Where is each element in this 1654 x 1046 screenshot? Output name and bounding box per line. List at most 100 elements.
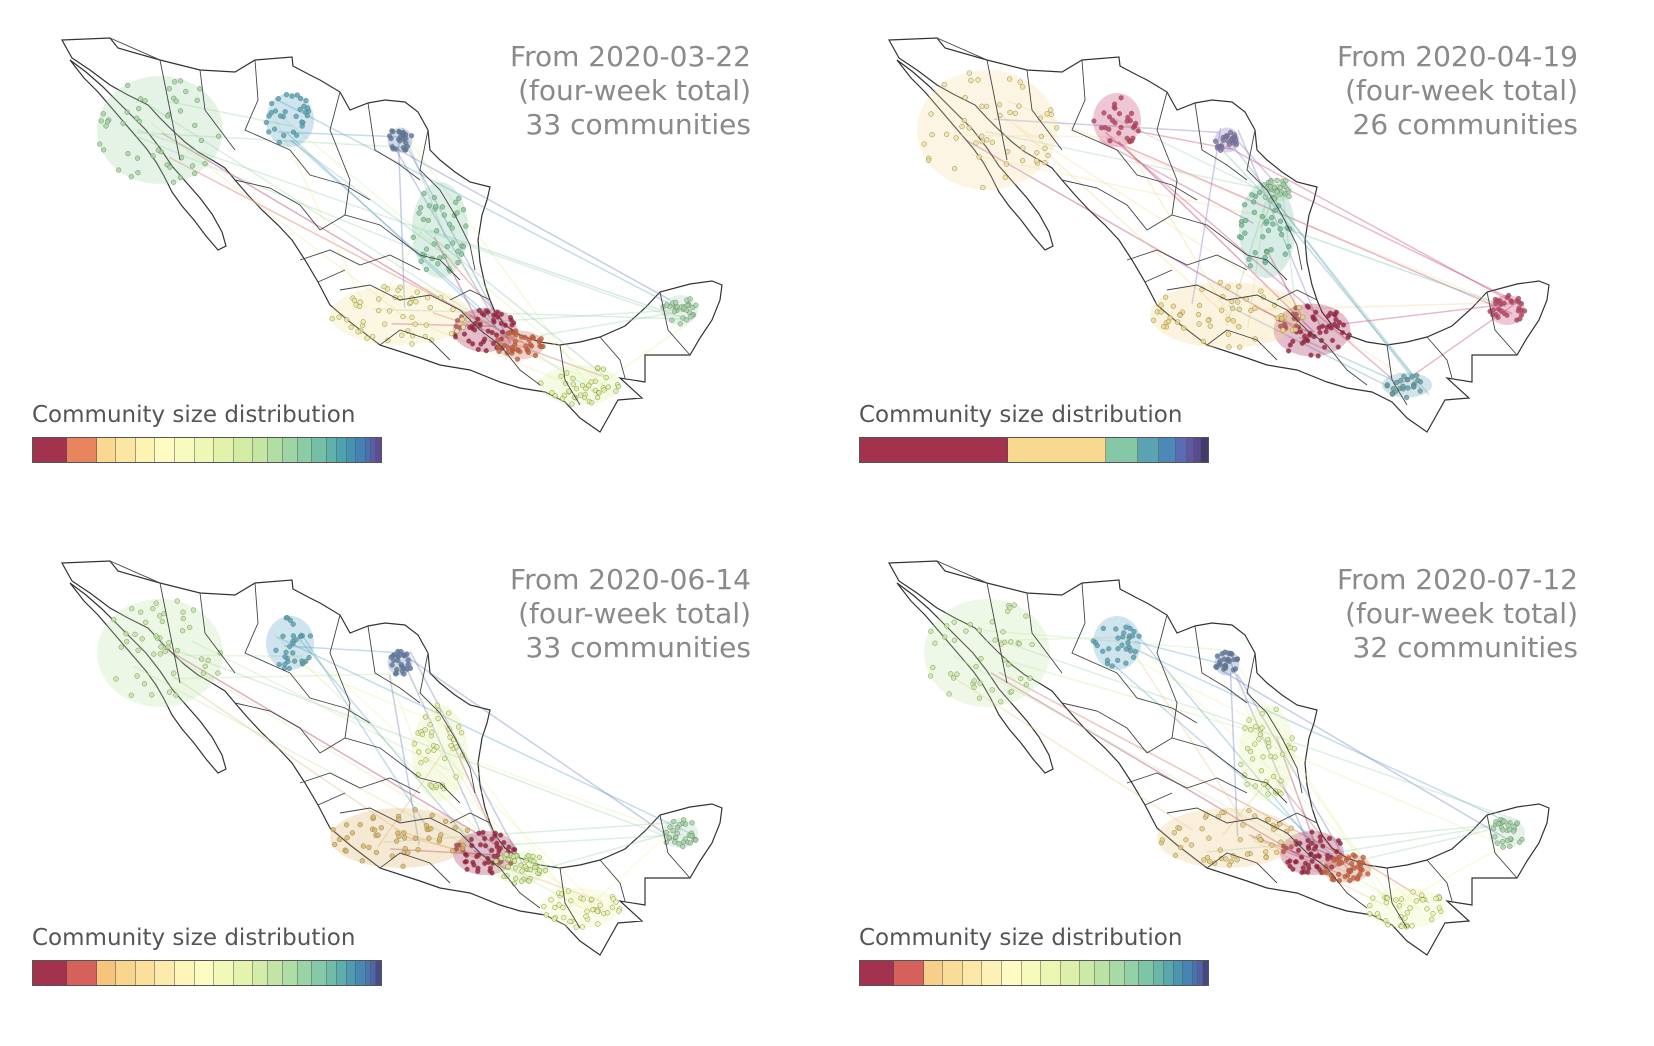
municipality-node	[1125, 640, 1131, 646]
municipality-node	[458, 251, 464, 257]
municipality-node	[490, 340, 497, 347]
municipality-node	[277, 113, 284, 119]
municipality-node	[525, 853, 532, 859]
municipality-node	[396, 129, 402, 135]
municipality-node	[1334, 848, 1340, 855]
municipality-node	[1252, 741, 1258, 747]
state-border	[1156, 91, 1178, 216]
mobility-edge	[443, 724, 502, 851]
mobility-edge	[447, 753, 517, 871]
mexico-map	[61, 560, 723, 956]
municipality-node	[600, 366, 607, 372]
state-border	[499, 867, 541, 909]
municipality-node	[280, 633, 286, 639]
municipality-node	[595, 921, 601, 927]
municipality-node	[1516, 299, 1522, 305]
municipality-node	[976, 154, 982, 160]
mobility-edge	[166, 100, 293, 127]
municipality-node	[1265, 791, 1271, 797]
municipality-node	[1107, 138, 1113, 144]
municipality-node	[512, 858, 518, 864]
mobility-edge	[392, 654, 576, 907]
municipality-node	[1262, 849, 1269, 855]
municipality-node	[1246, 256, 1252, 262]
state-border	[289, 672, 371, 724]
municipality-node	[1118, 124, 1124, 130]
municipality-node	[944, 131, 950, 137]
municipality-node	[1288, 844, 1294, 850]
municipality-node	[1042, 160, 1048, 166]
mobility-edge	[530, 829, 682, 874]
municipality-node	[1018, 676, 1024, 682]
municipality-node	[523, 858, 529, 864]
municipality-node	[157, 651, 163, 657]
mobility-edge	[1298, 336, 1414, 390]
municipality-node	[542, 867, 549, 874]
municipality-node	[605, 384, 611, 390]
community-area	[540, 888, 620, 928]
municipality-node	[1167, 315, 1173, 321]
municipality-node	[1300, 314, 1306, 320]
municipality-node	[1112, 105, 1118, 111]
state-border	[1326, 867, 1368, 909]
municipality-node	[1244, 781, 1250, 788]
municipality-node	[192, 122, 198, 129]
mobility-edge	[1276, 183, 1514, 301]
municipality-node	[375, 832, 381, 838]
municipality-node	[1316, 853, 1322, 860]
municipality-node	[376, 308, 382, 314]
municipality-node	[1003, 161, 1010, 167]
municipality-node	[458, 730, 465, 736]
municipality-node	[998, 699, 1004, 705]
municipality-node	[1383, 900, 1389, 906]
municipality-node	[552, 904, 558, 911]
municipality-node	[951, 675, 957, 681]
state-border	[1486, 291, 1518, 356]
municipality-node	[166, 86, 172, 92]
legend-segment	[1183, 961, 1194, 985]
state-border	[1144, 269, 1173, 283]
mobility-edge	[424, 230, 605, 377]
municipality-node	[597, 902, 603, 908]
legend-segment	[135, 961, 156, 985]
state-border	[1026, 592, 1063, 674]
state-border	[936, 560, 1008, 684]
municipality-node	[1219, 145, 1225, 151]
municipality-node	[1286, 193, 1292, 200]
mobility-edge	[172, 673, 404, 680]
municipality-node	[929, 132, 935, 138]
municipality-node	[1199, 826, 1205, 832]
municipality-node	[1493, 311, 1499, 318]
municipality-node	[401, 835, 408, 841]
municipality-node	[1008, 639, 1014, 645]
municipality-node	[1217, 279, 1223, 285]
municipality-node	[1212, 138, 1219, 144]
legend-segment	[1060, 961, 1081, 985]
municipality-node	[396, 833, 402, 839]
municipality-node	[376, 296, 382, 302]
state-border	[1026, 69, 1063, 151]
municipality-node	[1230, 318, 1236, 324]
municipality-node	[670, 828, 676, 834]
map-panel-4: From 2020-07-12 (four-week total) 32 com…	[827, 523, 1654, 1046]
municipality-node	[1233, 136, 1239, 143]
municipality-node	[669, 317, 675, 323]
mobility-edge	[982, 629, 1230, 652]
municipality-node	[1328, 854, 1334, 860]
municipality-node	[1130, 633, 1136, 639]
municipality-node	[1317, 329, 1323, 336]
municipality-node	[370, 814, 376, 820]
municipality-node	[263, 119, 269, 126]
municipality-node	[569, 401, 575, 407]
municipality-node	[98, 118, 104, 124]
legend-segment	[962, 961, 983, 985]
municipality-node	[410, 234, 416, 240]
municipality-node	[416, 749, 422, 755]
municipality-node	[304, 112, 310, 119]
municipality-node	[469, 341, 476, 347]
municipality-node	[580, 896, 586, 902]
municipality-node	[1336, 854, 1343, 860]
municipality-node	[459, 846, 466, 852]
legend-segment	[1095, 961, 1110, 985]
mobility-edge	[1222, 670, 1513, 844]
